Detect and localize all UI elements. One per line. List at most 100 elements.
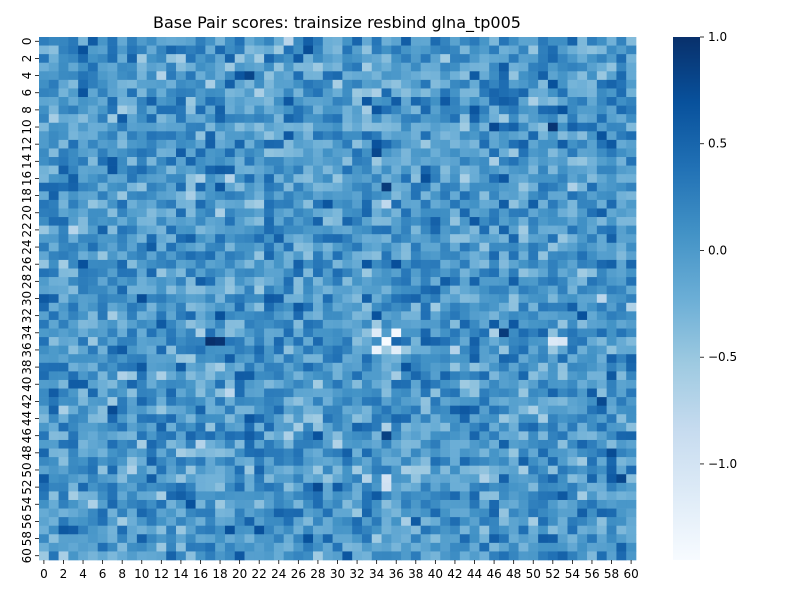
heatmap-cell <box>195 139 206 149</box>
heatmap-cell <box>587 45 598 55</box>
heatmap-cell <box>547 337 559 346</box>
heatmap-cell <box>136 97 148 106</box>
heatmap-cell <box>606 234 617 244</box>
heatmap-cell <box>420 199 431 209</box>
heatmap-cell <box>547 482 559 492</box>
heatmap-cell <box>352 319 363 329</box>
heatmap-cell <box>401 319 412 329</box>
heatmap-cell <box>587 131 598 141</box>
heatmap-cell <box>283 234 294 244</box>
heatmap-cell <box>107 422 118 432</box>
heatmap-cell <box>518 397 529 407</box>
heatmap-cell <box>283 302 294 312</box>
heatmap-cell <box>450 45 461 55</box>
heatmap-cell <box>391 191 402 201</box>
heatmap-cell <box>146 328 157 338</box>
heatmap-cell <box>107 439 118 449</box>
heatmap-cell <box>58 422 69 432</box>
heatmap-cell <box>352 508 363 518</box>
heatmap-cell <box>97 157 108 166</box>
heatmap-cell <box>48 371 59 381</box>
heatmap-cell <box>616 268 627 278</box>
heatmap-cell <box>567 551 578 561</box>
heatmap-cell <box>313 114 324 124</box>
heatmap-cell <box>254 422 265 432</box>
heatmap-cell <box>508 105 519 115</box>
heatmap-cell <box>215 97 226 106</box>
heatmap-cell <box>185 319 196 329</box>
heatmap-cell <box>626 174 637 184</box>
heatmap-cell <box>127 294 138 304</box>
heatmap-cell <box>547 448 559 458</box>
heatmap-cell <box>293 199 304 209</box>
heatmap-cell <box>577 105 588 115</box>
heatmap-cell <box>176 302 187 312</box>
heatmap-cell <box>156 311 167 321</box>
heatmap-cell <box>322 362 333 372</box>
heatmap-cell <box>185 499 196 509</box>
heatmap-cell <box>58 482 69 492</box>
heatmap-cell <box>273 122 285 132</box>
heatmap-cell <box>87 268 99 278</box>
heatmap-cell <box>479 208 490 218</box>
heatmap-cell <box>538 379 549 389</box>
heatmap-cell <box>410 277 422 286</box>
heatmap-cell <box>489 88 500 98</box>
heatmap-cell <box>538 482 549 492</box>
heatmap-cell <box>538 491 549 501</box>
heatmap-cell <box>342 534 353 544</box>
heatmap-cell <box>58 277 69 286</box>
heatmap-cell <box>195 97 206 106</box>
heatmap-cell <box>401 508 412 518</box>
heatmap-cell <box>606 422 617 432</box>
heatmap-cell <box>352 165 363 175</box>
heatmap-cell <box>557 508 568 518</box>
heatmap-cell <box>273 397 285 407</box>
heatmap-cell <box>293 397 304 407</box>
heatmap-cell <box>410 37 422 46</box>
heatmap-cell <box>626 114 637 124</box>
heatmap-cell <box>430 397 441 407</box>
heatmap-cell <box>254 225 265 235</box>
heatmap-cell <box>273 551 285 561</box>
heatmap-cell <box>557 345 568 355</box>
heatmap-cell <box>430 379 441 389</box>
heatmap-cell <box>459 88 470 98</box>
heatmap-cell <box>332 139 343 149</box>
heatmap-cell <box>381 174 392 184</box>
heatmap-cell <box>518 285 529 295</box>
heatmap-cell <box>215 465 226 475</box>
heatmap-cell <box>616 388 627 398</box>
heatmap-cell <box>146 397 157 407</box>
heatmap-cell <box>508 268 519 278</box>
heatmap-cell <box>293 354 304 364</box>
heatmap-cell <box>440 71 451 81</box>
heatmap-cell <box>68 457 79 467</box>
heatmap-cell <box>469 362 480 372</box>
heatmap-cell <box>528 225 539 235</box>
heatmap-cell <box>587 79 598 89</box>
heatmap-cell <box>176 268 187 278</box>
heatmap-cell <box>440 79 451 89</box>
colorbar-tick-label: 0.0 <box>708 243 727 257</box>
heatmap-cell <box>440 397 451 407</box>
heatmap-cell <box>156 508 167 518</box>
heatmap-cell <box>127 414 138 424</box>
heatmap-cell <box>283 499 294 509</box>
heatmap-cell <box>498 88 510 98</box>
heatmap-cell <box>264 482 275 492</box>
heatmap-cell <box>322 71 333 81</box>
heatmap-cell <box>234 165 245 175</box>
heatmap-cell <box>469 88 480 98</box>
heatmap-cell <box>361 517 373 527</box>
heatmap-cell <box>136 457 148 467</box>
heatmap-cell <box>185 491 196 501</box>
heatmap-cell <box>48 225 59 235</box>
heatmap-cell <box>68 37 79 46</box>
heatmap-cell <box>616 79 627 89</box>
heatmap-cell <box>332 62 343 72</box>
heatmap-cell <box>48 337 59 346</box>
heatmap-cell <box>557 242 568 252</box>
heatmap-cell <box>430 277 441 286</box>
heatmap-cell <box>420 319 431 329</box>
